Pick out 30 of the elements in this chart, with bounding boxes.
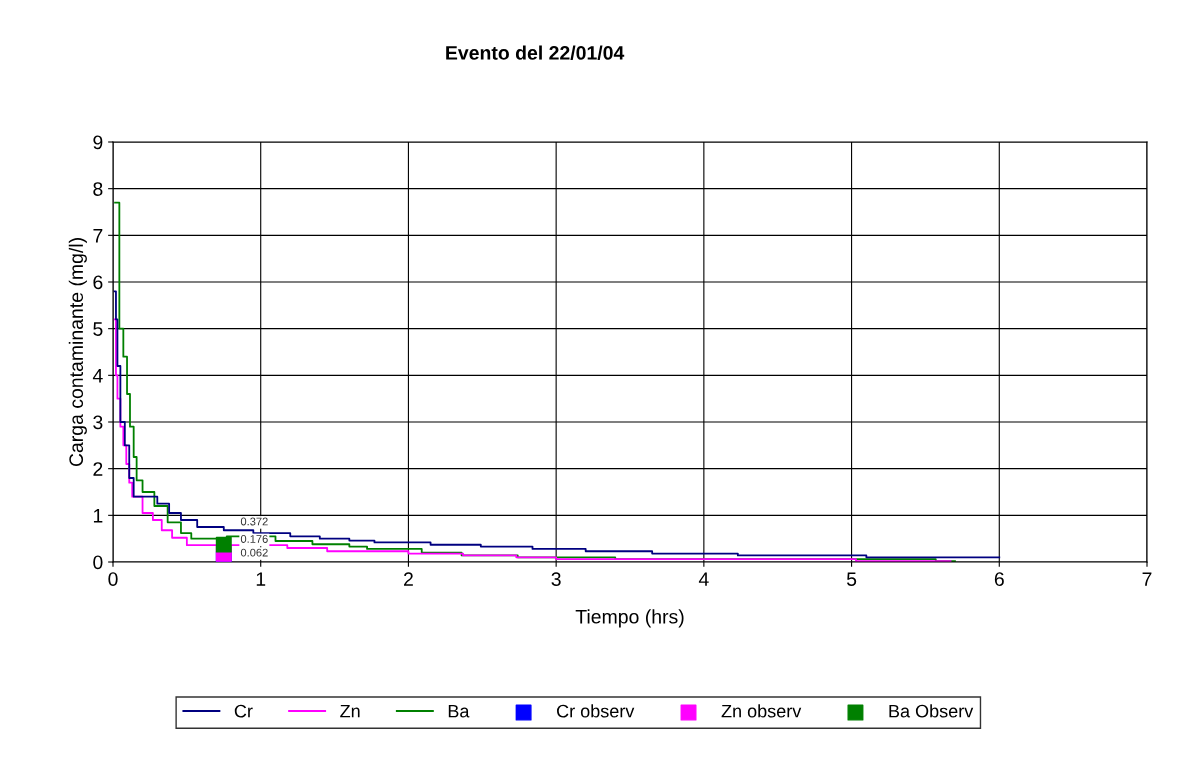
data-label: 0.372: [240, 517, 268, 526]
legend-label: Zn observ: [721, 704, 802, 718]
y-tick-label: 3: [93, 415, 103, 430]
legend-label: Ba Observ: [889, 704, 974, 718]
y-tick-label: 8: [93, 182, 103, 196]
y-tick-label: 9: [93, 135, 103, 150]
x-tick-label: 5: [846, 572, 857, 586]
y-tick-label: 5: [93, 322, 103, 336]
legend-label: Cr observ: [557, 704, 635, 718]
y-tick-label: 1: [93, 509, 103, 523]
x-tick-label: 6: [994, 572, 1004, 586]
x-tick-label: 4: [698, 572, 709, 586]
x-axis-title: Tiempo (hrs): [575, 609, 684, 628]
x-tick-label: 7: [1142, 572, 1152, 586]
y-tick-label: 6: [93, 275, 103, 290]
data-label: 0.176: [240, 535, 268, 543]
y-axis-title: Carga contaminante (mg/l): [68, 238, 87, 467]
y-tick-label: 0: [93, 555, 103, 570]
x-tick-label: 3: [551, 572, 561, 586]
chart-title: Evento del 22/01/04: [446, 45, 625, 60]
y-tick-label: 2: [93, 462, 103, 476]
y-tick-label: 7: [93, 229, 103, 243]
legend-label: Zn: [340, 704, 360, 718]
x-tick-label: 0: [108, 572, 118, 586]
data-label: 0.062: [240, 548, 268, 557]
x-tick-label: 2: [404, 572, 413, 586]
legend-label: Ba: [448, 704, 470, 718]
x-tick-label: 1: [256, 572, 266, 586]
y-tick-label: 4: [92, 369, 103, 383]
legend-label: Cr: [234, 704, 253, 718]
